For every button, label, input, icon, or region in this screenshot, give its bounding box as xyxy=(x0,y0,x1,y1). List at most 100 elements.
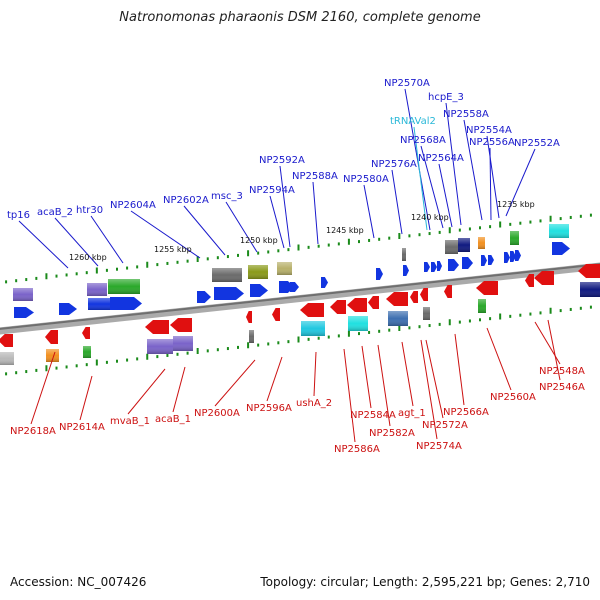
leader-line xyxy=(404,88,431,231)
leader-line xyxy=(30,351,56,425)
gene-box-shade xyxy=(0,352,14,365)
scale-tick xyxy=(136,357,139,361)
scale-tick xyxy=(85,271,88,275)
map-title: Natronomonas pharaonis DSM 2160, complet… xyxy=(119,10,481,25)
scale-tick xyxy=(257,251,260,255)
scale-tick xyxy=(105,360,108,364)
leader-line xyxy=(413,126,428,231)
scale-tick xyxy=(347,238,350,245)
scale-tick xyxy=(468,227,471,231)
gene-label-np2560a: NP2560A xyxy=(490,392,536,403)
scale-tick xyxy=(206,349,209,353)
scale-tick xyxy=(287,340,290,344)
scale-tick xyxy=(237,253,239,257)
leader-line xyxy=(130,210,201,259)
scale-tick xyxy=(126,266,129,270)
scale-tick xyxy=(186,351,189,355)
scale-tick xyxy=(519,221,522,225)
gene-box-shade xyxy=(458,238,470,252)
scale-tick xyxy=(45,365,48,372)
leader-line xyxy=(391,169,403,235)
gene-label-htr30: htr30 xyxy=(76,205,103,216)
leader-line xyxy=(90,215,124,264)
scale-tick xyxy=(398,233,401,239)
scale-tick xyxy=(126,358,129,362)
gene-arrow-reverse xyxy=(578,264,600,278)
scale-tick xyxy=(287,248,290,252)
leader-line xyxy=(420,145,444,229)
gene-box-shade xyxy=(147,339,173,354)
gene-label-np2592a: NP2592A xyxy=(259,155,305,166)
leader-line xyxy=(343,348,356,443)
leader-line xyxy=(127,368,166,415)
gene-arrow-reverse xyxy=(170,318,192,332)
gene-box-shade xyxy=(83,346,91,358)
scale-tick xyxy=(378,237,381,241)
gene-arrow-reverse xyxy=(272,308,280,321)
leader-line xyxy=(18,220,69,269)
gene-label-np2552a: NP2552A xyxy=(514,138,560,149)
gene-box-shade xyxy=(277,262,292,275)
leader-line xyxy=(363,184,375,239)
scale-tick xyxy=(277,249,280,253)
gene-box-shade xyxy=(46,349,59,362)
scale-tick xyxy=(489,317,492,321)
scale-tick xyxy=(176,260,179,264)
scale-tick xyxy=(226,255,229,259)
scale-tick xyxy=(398,325,401,331)
leader-line xyxy=(313,351,317,397)
scale-tick xyxy=(247,250,250,257)
leader-line xyxy=(214,359,256,407)
gene-label-np2566a: NP2566A xyxy=(443,407,489,418)
gene-features xyxy=(0,224,600,365)
gene-label-np2582a: NP2582A xyxy=(369,428,415,439)
scale-tick xyxy=(468,319,471,323)
scale-tick xyxy=(539,219,542,223)
leader-line xyxy=(361,345,372,409)
gene-label-np2618a: NP2618A xyxy=(10,426,56,437)
gene-label-np2572a: NP2572A xyxy=(422,420,468,431)
scale-tick xyxy=(499,313,502,320)
scale-tick xyxy=(388,328,391,332)
scale-tick xyxy=(247,342,250,349)
gene-label-np2584a: NP2584A xyxy=(350,410,396,421)
gene-box-shade xyxy=(348,316,368,331)
leader-line xyxy=(377,344,391,427)
gene-arrow-forward xyxy=(403,265,409,276)
gene-arrow-reverse xyxy=(45,330,58,344)
gene-label-acab_1: acaB_1 xyxy=(155,414,191,425)
scale-labels: 1260 kbp 1255 kbp 1250 kbp 1245 kbp 1240 kbp… xyxy=(69,200,535,262)
scale-tick xyxy=(337,242,340,246)
leader-line xyxy=(279,165,291,248)
gene-arrow-forward xyxy=(290,282,299,292)
scale-tick xyxy=(549,307,552,314)
gene-box-shade xyxy=(388,311,408,326)
scale-tick xyxy=(95,359,98,366)
scale-tick xyxy=(368,330,371,334)
scale-tick xyxy=(166,261,169,265)
scale-tick xyxy=(458,228,461,232)
gene-box-shade xyxy=(249,330,254,343)
scale-tick xyxy=(176,352,179,356)
scale-tick xyxy=(5,372,8,376)
gene-arrow-forward xyxy=(437,261,442,271)
scale-tick xyxy=(277,341,280,345)
gene-arrow-reverse xyxy=(444,285,452,298)
gene-box-shade xyxy=(549,224,569,238)
gene-box-shade xyxy=(445,240,458,254)
gene-label-usha_2: ushA_2 xyxy=(296,398,332,409)
gene-label-np2558a: NP2558A xyxy=(443,109,489,120)
gene-arrow-forward xyxy=(59,303,77,315)
scale-tick xyxy=(529,220,532,224)
scale-tick xyxy=(297,244,300,251)
gene-arrow-forward xyxy=(110,297,142,310)
gene-label-np2580a: NP2580A xyxy=(343,174,389,185)
scale-tick xyxy=(479,226,481,230)
leader-line xyxy=(547,319,561,381)
gene-label-tp16: tp16 xyxy=(7,210,30,221)
gene-box-shade xyxy=(301,321,325,336)
scale-tick xyxy=(519,313,522,317)
scale-tick xyxy=(479,318,481,322)
scale-tick xyxy=(5,280,8,284)
gene-arrow-reverse xyxy=(145,320,169,334)
